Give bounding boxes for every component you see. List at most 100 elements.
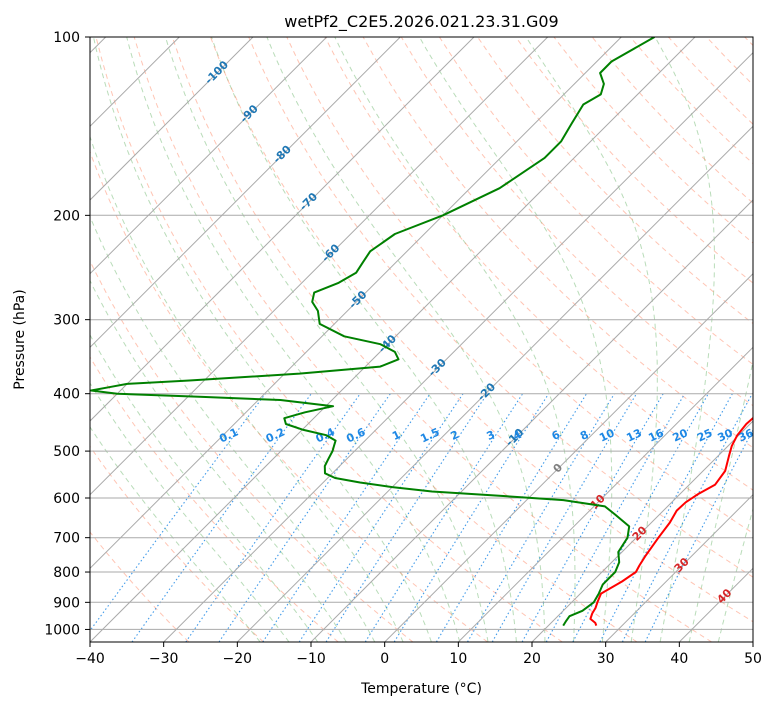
y-tick-label: 900 <box>53 595 80 611</box>
mixing-ratio-line <box>545 393 686 642</box>
x-tick-label: −10 <box>296 651 326 667</box>
dry-adiabat-line <box>90 445 264 642</box>
mixing-ratio-line <box>131 393 312 642</box>
plot-frame <box>89 36 754 643</box>
y-tick-label: 700 <box>53 531 80 547</box>
chart-title: wetPf2_C2E5.2026.021.23.31.G09 <box>284 12 558 32</box>
mixing-ratio-line <box>298 393 464 642</box>
dry-adiabat-line <box>744 37 753 47</box>
y-tick-label: 300 <box>53 313 80 329</box>
dry-adiabat-line <box>133 37 638 642</box>
isotherm-line <box>90 37 549 496</box>
moist-adiabat-line <box>90 215 376 642</box>
moist-adiabat-line <box>90 426 261 642</box>
x-tick-label: −40 <box>75 651 105 667</box>
isotherm-line <box>752 641 753 642</box>
isotherm-line <box>457 346 753 642</box>
x-tick-label: 0 <box>380 651 389 667</box>
moist-adiabat-line <box>418 37 613 642</box>
moist-adiabat-line <box>525 37 658 642</box>
mixing-ratio-line <box>393 393 550 642</box>
x-tick-label: 40 <box>670 651 688 667</box>
isotherm-line <box>90 37 696 642</box>
mixing-ratio-line <box>572 393 709 642</box>
mixing-ratio-line <box>435 393 587 642</box>
dry-adiabat-line <box>438 37 753 366</box>
mixing-ratio-label: 0.1 <box>217 425 240 445</box>
isotherm-line <box>236 125 753 642</box>
pressure-gridlines <box>90 37 753 630</box>
isotherm-line <box>90 37 622 570</box>
moist-adiabat-line <box>211 37 517 642</box>
isotherm-line <box>90 37 401 349</box>
y-tick-label: 1000 <box>44 622 80 638</box>
dry-adiabat-line <box>210 37 753 623</box>
dry-adiabat-line <box>171 37 712 642</box>
mixing-ratio-label: 3 <box>485 428 497 443</box>
isotherm-line <box>90 37 254 201</box>
mixing-ratio-line <box>90 393 266 632</box>
mixing-ratio-label: 8 <box>578 428 590 443</box>
isotherm-line <box>310 199 753 642</box>
mixing-ratio-lines <box>90 393 753 642</box>
isotherm-line <box>163 51 753 642</box>
mixing-ratio-label: 30 <box>716 426 736 444</box>
moist-adiabat-line <box>165 37 489 642</box>
isotherm-line <box>384 272 753 642</box>
isotherm-line <box>90 37 328 275</box>
y-tick-label: 100 <box>53 30 80 46</box>
mixing-ratio-line <box>364 393 524 642</box>
dry-adiabat-line <box>668 37 753 125</box>
x-tick-label: 30 <box>597 651 615 667</box>
x-tick-label: −30 <box>149 651 179 667</box>
isotherm-line <box>605 493 753 642</box>
dry-adiabat-line <box>90 150 488 642</box>
y-axis-label: Pressure (hPa) <box>12 289 28 389</box>
dry-adiabat-line <box>515 37 753 284</box>
sounding-series <box>90 37 753 627</box>
y-tick-label: 400 <box>53 387 80 403</box>
mixing-ratio-line <box>521 393 664 642</box>
y-tick-label: 500 <box>53 444 80 460</box>
moist-adiabat-line <box>688 359 753 642</box>
mixing-ratio-label: 1.5 <box>418 425 441 445</box>
dry-adiabat-line <box>248 37 753 578</box>
isotherm-line <box>678 567 753 642</box>
mixing-ratio-label: 0.2 <box>264 425 287 445</box>
mixing-ratio-line <box>491 393 637 642</box>
x-axis-label: Temperature (°C) <box>360 681 482 697</box>
mixing-ratio-label: 20 <box>671 426 691 444</box>
isotherms <box>90 37 753 642</box>
mixing-ratio-label: 13 <box>624 426 643 444</box>
moist-adiabat-line <box>717 507 753 642</box>
mixing-ratio-line <box>325 393 488 642</box>
y-tick-label: 600 <box>53 491 80 507</box>
dry-adiabat-line <box>90 259 414 642</box>
temperature-line <box>589 416 753 626</box>
mixing-ratio-line <box>644 428 753 642</box>
mixing-ratio-label: 2 <box>449 428 461 443</box>
mixing-ratio-line <box>467 393 615 642</box>
isotherm-line <box>531 420 753 642</box>
moist-adiabat-line <box>90 382 290 642</box>
moist-adiabat-line <box>654 37 716 642</box>
dry-adiabat-line <box>90 531 190 642</box>
mixing-ratio-label: 0.6 <box>344 425 367 445</box>
moist-adiabat-line <box>334 37 576 642</box>
plot-area: -100-90-80-70-60-50-40-30-20-10010203040… <box>90 37 753 642</box>
isotherm-line <box>90 37 475 422</box>
mixing-ratio-label: 16 <box>646 426 666 444</box>
moist-adiabat-line <box>266 37 546 642</box>
moist-adiabat-line <box>90 135 404 642</box>
dry-adiabat-line <box>477 37 753 325</box>
x-axis-ticks: −40 −30 −20 −10 0 10 20 30 40 50 <box>75 642 762 667</box>
mixing-ratio-label: 25 <box>695 426 714 444</box>
x-tick-label: 10 <box>449 651 467 667</box>
x-tick-label: 20 <box>523 651 541 667</box>
y-tick-label: 800 <box>53 565 80 581</box>
dewpoint-line <box>90 37 655 627</box>
x-tick-label: −20 <box>223 651 253 667</box>
moist-adiabat-line <box>90 334 319 642</box>
dry-adiabat-line <box>706 37 753 86</box>
